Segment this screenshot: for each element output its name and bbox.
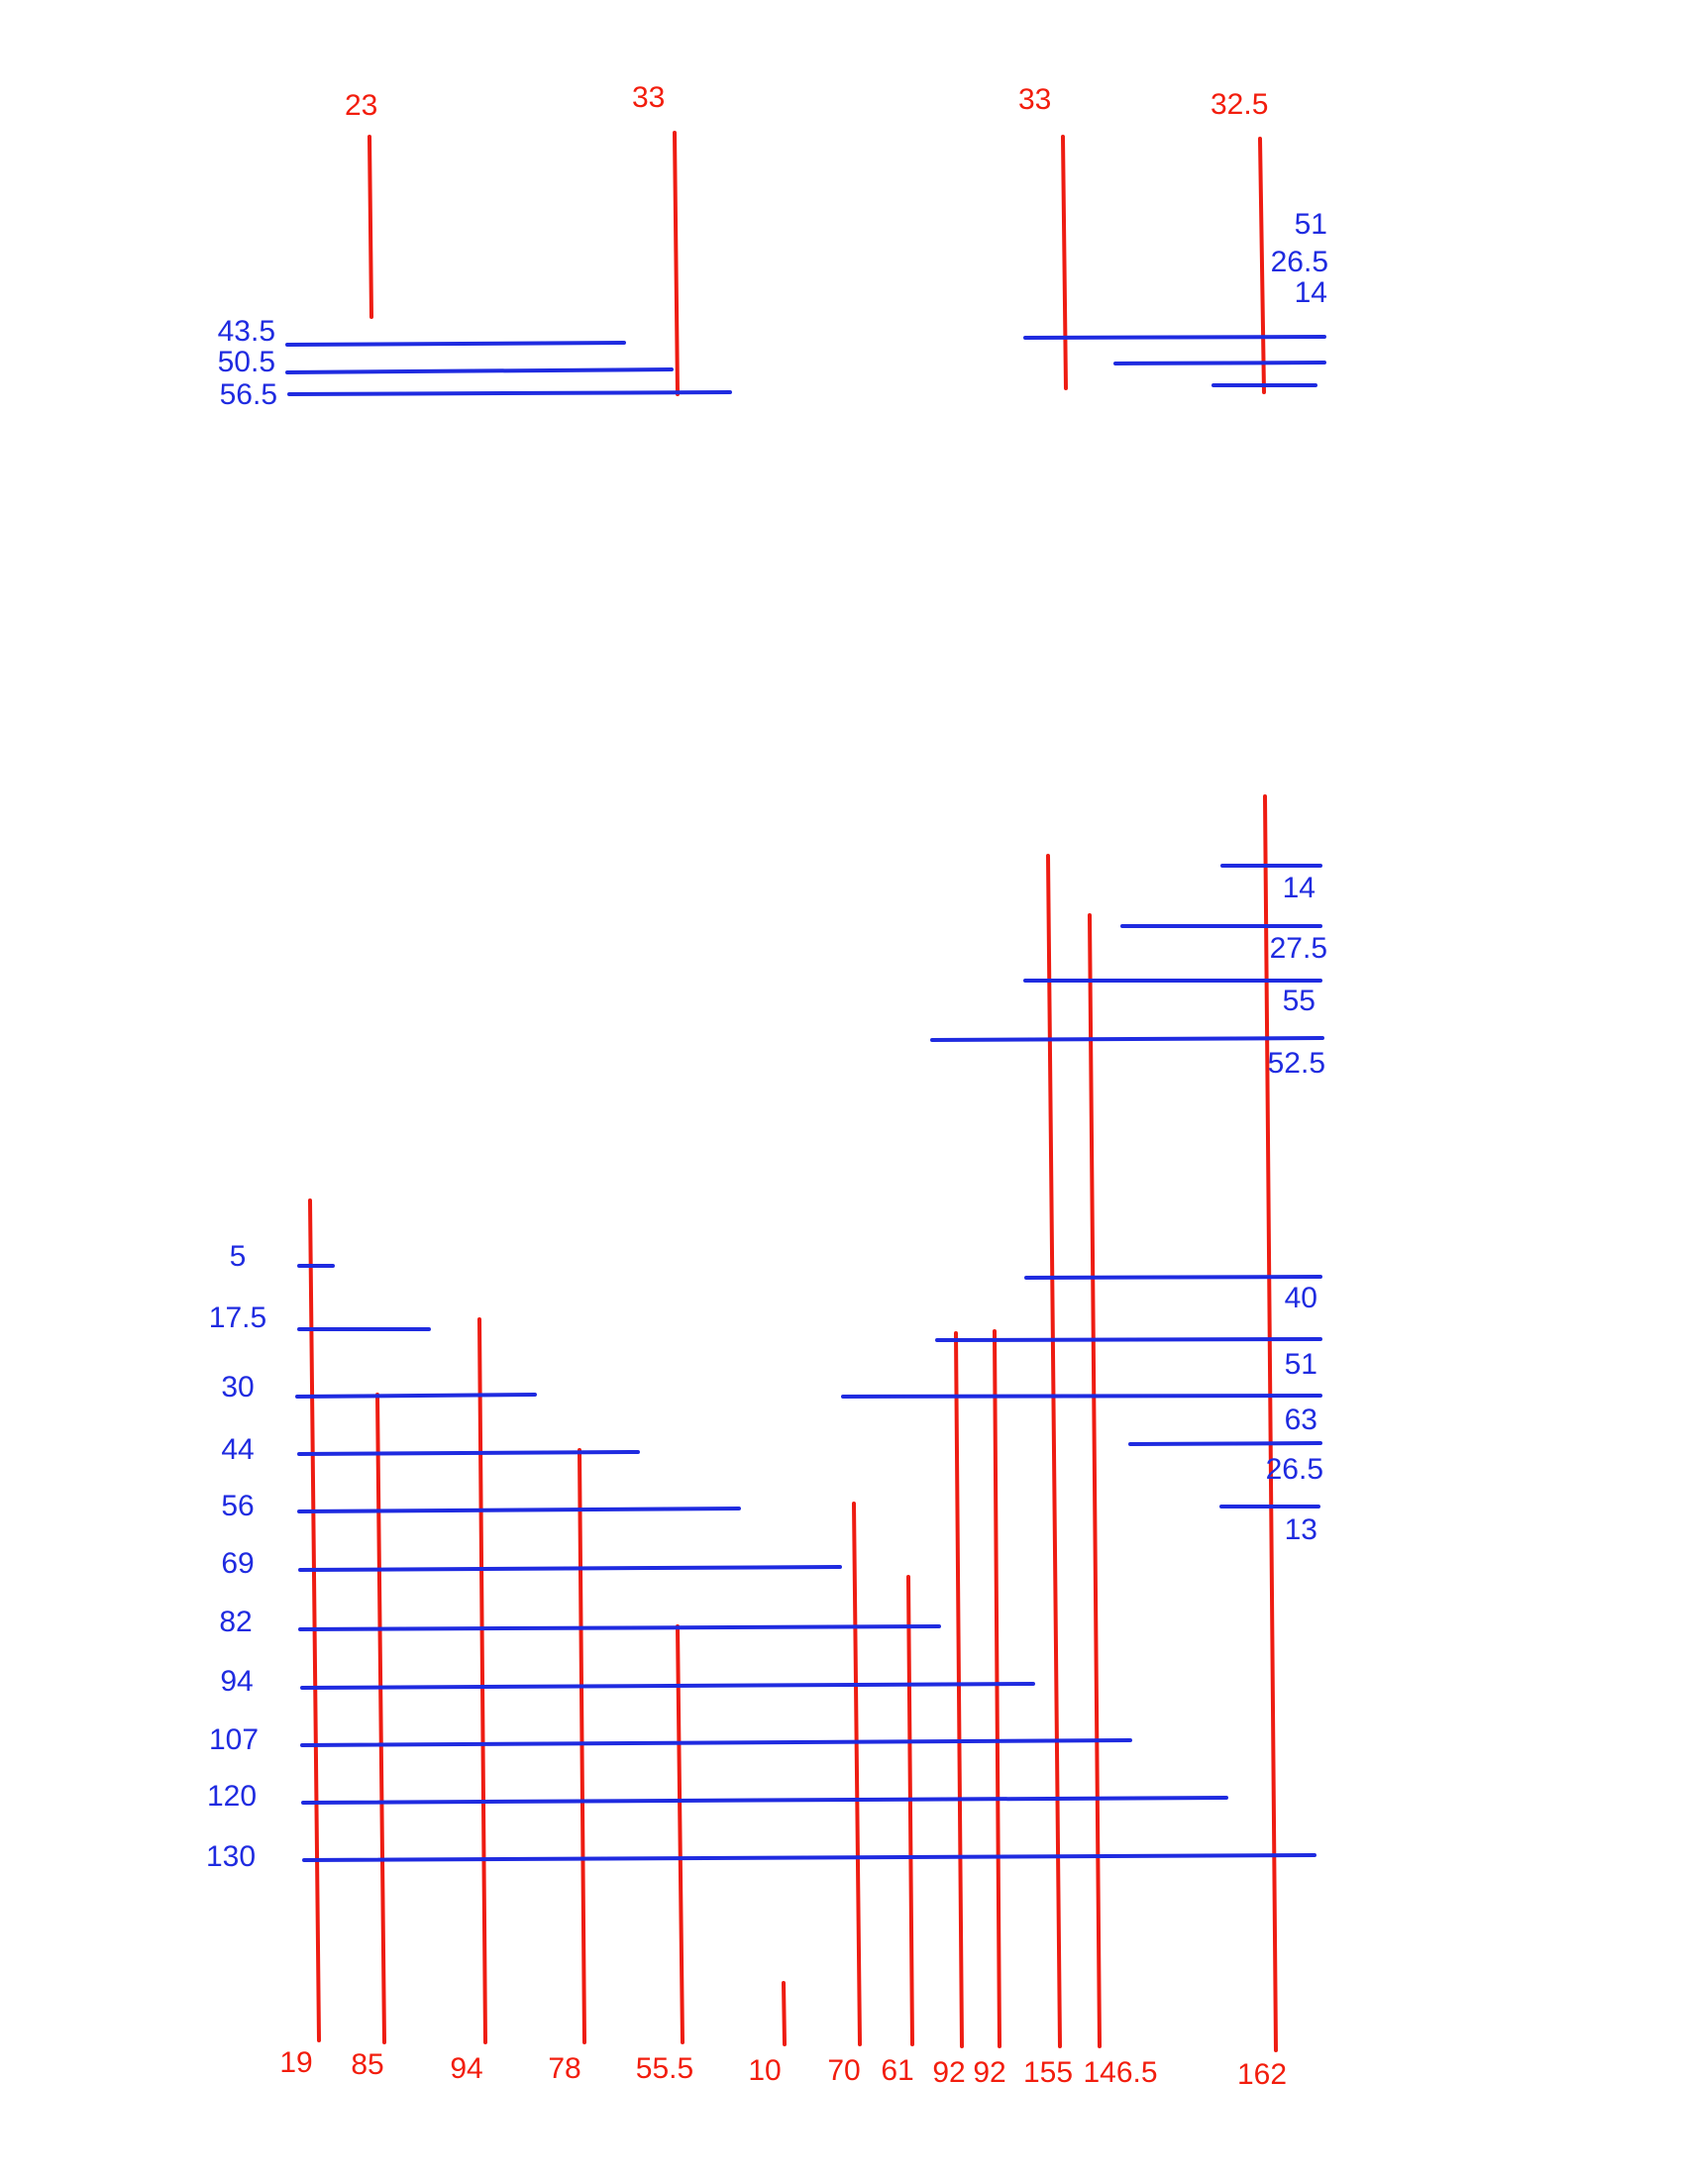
horizontal-label: 130 <box>206 1840 256 1873</box>
vertical-line-33 <box>673 131 680 396</box>
horizontal-line-52-5 <box>930 1036 1324 1042</box>
horizontal-line-130 <box>302 1853 1316 1862</box>
horizontal-label: 43.5 <box>218 315 275 348</box>
vertical-line-85 <box>375 1393 386 2044</box>
vertical-label: 162 <box>1237 2058 1287 2091</box>
vertical-label: 85 <box>351 2048 383 2081</box>
horizontal-line-56 <box>297 1507 741 1513</box>
vertical-line-146-5 <box>1088 913 1102 2048</box>
horizontal-line-26-5 <box>1113 361 1326 365</box>
vertical-label: 94 <box>450 2052 482 2085</box>
horizontal-label: 17.5 <box>209 1301 266 1334</box>
horizontal-line-43-5 <box>285 341 626 347</box>
horizontal-label: 56 <box>221 1490 254 1522</box>
vertical-label: 23 <box>345 89 377 122</box>
vertical-label: 92 <box>932 2056 965 2089</box>
horizontal-line-30 <box>295 1393 537 1399</box>
horizontal-line-40 <box>1024 1275 1322 1280</box>
vertical-label: 78 <box>548 2052 580 2085</box>
horizontal-line-51 <box>1023 335 1326 340</box>
vertical-label: 70 <box>827 2054 860 2087</box>
horizontal-label: 13 <box>1285 1513 1317 1546</box>
horizontal-line-63 <box>841 1394 1322 1399</box>
horizontal-line-107 <box>300 1738 1132 1747</box>
horizontal-label: 27.5 <box>1270 932 1327 965</box>
vertical-label: 92 <box>973 2056 1005 2089</box>
vertical-line-33 <box>1061 135 1068 390</box>
vertical-label: 146.5 <box>1083 2056 1157 2089</box>
vertical-line-10 <box>782 1981 787 2046</box>
vertical-label: 61 <box>881 2054 913 2087</box>
vertical-line-162 <box>1263 794 1278 2052</box>
horizontal-label: 51 <box>1295 208 1327 241</box>
bottom-group: 19 85 94 78 55.5 10 70 61 92 92 155 146.… <box>206 794 1327 2091</box>
horizontal-label: 26.5 <box>1266 1453 1323 1486</box>
horizontal-label: 5 <box>230 1240 247 1273</box>
horizontal-label: 51 <box>1285 1348 1317 1381</box>
horizontal-line-44 <box>297 1450 640 1456</box>
horizontal-line-94 <box>300 1682 1035 1690</box>
horizontal-line-51 <box>935 1337 1322 1342</box>
horizontal-label: 52.5 <box>1268 1047 1325 1080</box>
vertical-line-155 <box>1046 854 1062 2048</box>
horizontal-line-69 <box>298 1565 842 1572</box>
horizontal-label: 44 <box>221 1433 254 1466</box>
horizontal-label: 14 <box>1283 872 1316 904</box>
horizontal-label: 14 <box>1295 276 1327 309</box>
vertical-line-61 <box>906 1575 914 2046</box>
horizontal-label: 55 <box>1283 985 1316 1017</box>
vertical-label: 33 <box>1018 83 1051 116</box>
horizontal-label: 40 <box>1285 1282 1317 1314</box>
vertical-line-78 <box>578 1448 586 2044</box>
vertical-line-32-5 <box>1258 137 1266 394</box>
vertical-label: 55.5 <box>636 2052 693 2085</box>
vertical-line-55-5 <box>676 1624 684 2044</box>
horizontal-label: 50.5 <box>218 346 275 378</box>
horizontal-label: 56.5 <box>220 378 277 411</box>
horizontal-label: 30 <box>221 1371 254 1404</box>
horizontal-label: 107 <box>209 1723 259 1756</box>
top-right-group: 33 32.5 51 26.5 14 <box>1018 83 1328 394</box>
vertical-label: 155 <box>1023 2056 1073 2089</box>
horizontal-line-56-5 <box>287 390 732 396</box>
horizontal-line-82 <box>298 1624 941 1631</box>
vertical-label: 10 <box>748 2054 781 2087</box>
top-left-group: 23 33 43.5 50.5 56.5 <box>218 81 732 411</box>
vertical-line-23 <box>368 135 373 319</box>
horizontal-line-120 <box>301 1796 1228 1805</box>
vertical-line-92-a <box>954 1331 964 2048</box>
horizontal-line-50-5 <box>285 367 674 374</box>
vertical-line-92-b <box>993 1329 1001 2048</box>
vertical-line-70 <box>852 1502 862 2046</box>
horizontal-label: 94 <box>220 1665 253 1698</box>
horizontal-label: 120 <box>207 1780 257 1813</box>
vertical-line-19 <box>308 1198 321 2042</box>
horizontal-line-26-5 <box>1128 1441 1322 1446</box>
horizontal-label: 82 <box>219 1606 252 1638</box>
vertical-line-94 <box>477 1317 487 2044</box>
horizontal-label: 26.5 <box>1271 246 1328 278</box>
horizontal-label: 69 <box>221 1547 254 1580</box>
horizontal-label: 63 <box>1285 1404 1317 1436</box>
vertical-label: 33 <box>632 81 665 114</box>
vertical-label: 32.5 <box>1210 88 1268 121</box>
vertical-label: 19 <box>279 2046 312 2079</box>
